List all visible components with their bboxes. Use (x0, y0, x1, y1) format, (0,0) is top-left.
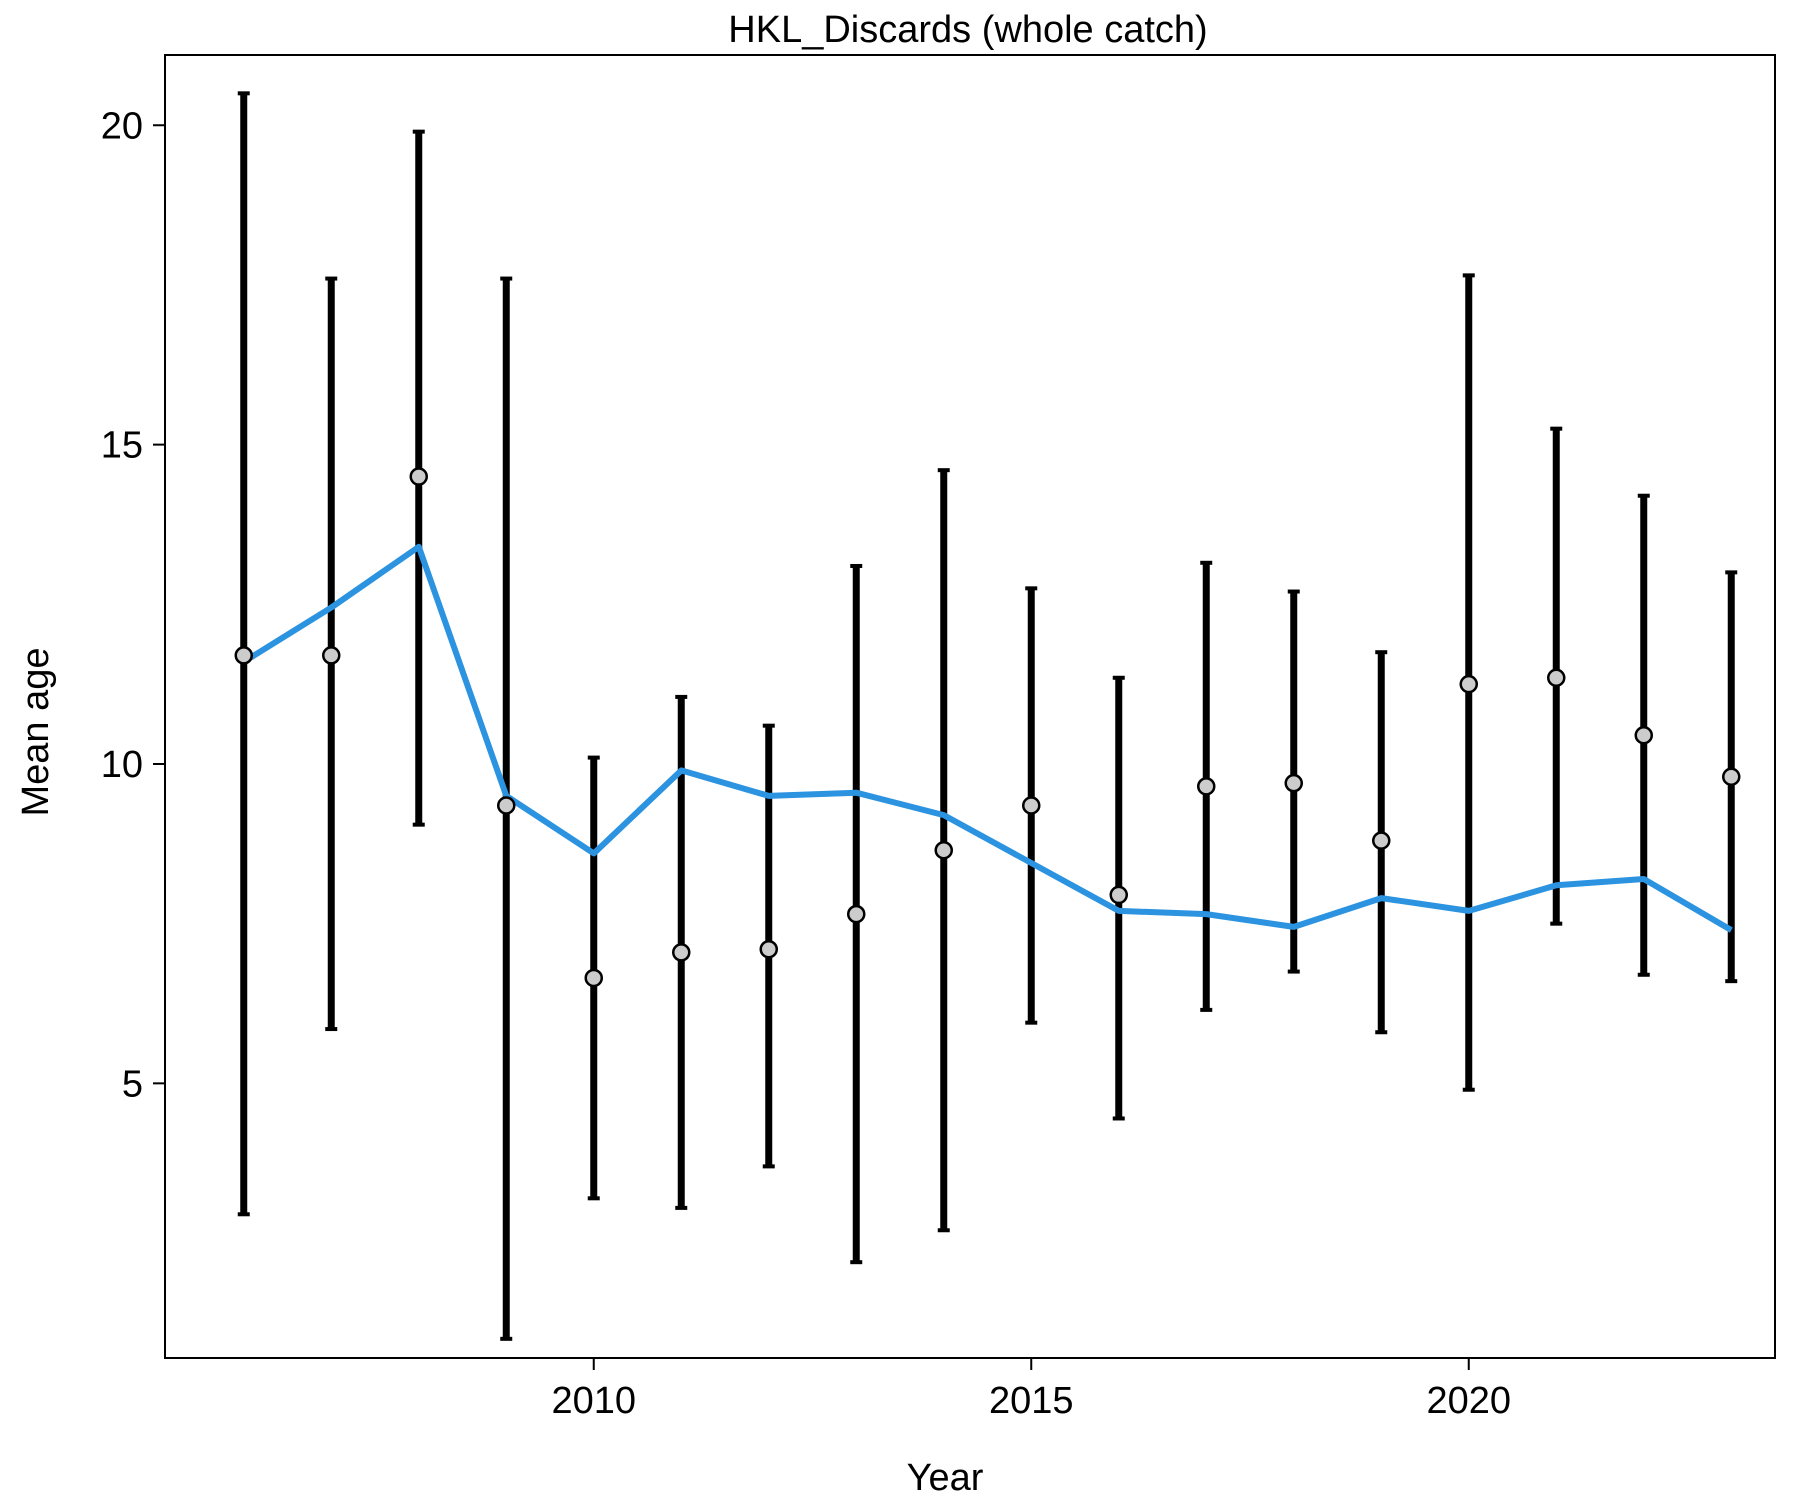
error-bars (237, 91, 1738, 1341)
observed-point (672, 943, 691, 962)
observed-point (234, 646, 253, 665)
x-axis: 2010 2015 2020 (551, 1358, 1511, 1422)
observed-point (1372, 831, 1391, 850)
x-axis-label: Year (907, 1457, 984, 1499)
observed-point (934, 840, 953, 860)
y-tick-label: 20 (101, 105, 143, 147)
x-tick-label: 2015 (989, 1380, 1074, 1422)
x-tick-label: 2020 (1426, 1380, 1511, 1422)
x-tick-label: 2010 (551, 1380, 636, 1422)
expected-line (242, 543, 1733, 933)
observed-point (322, 646, 341, 665)
observed-point (847, 904, 866, 924)
observed-point (584, 968, 603, 988)
observed-point (1284, 773, 1303, 793)
y-tick-label: 15 (101, 425, 143, 467)
expected-line-group (242, 543, 1733, 933)
y-tick-label: 5 (122, 1063, 143, 1105)
observed-point (1197, 777, 1216, 796)
observed-point (1459, 674, 1478, 694)
observed-point (759, 939, 778, 959)
y-tick-label: 10 (101, 744, 143, 786)
observed-point (409, 467, 428, 486)
observed-point (1634, 725, 1653, 745)
observed-point (1022, 796, 1041, 815)
chart-title: HKL_Discards (whole catch) (728, 9, 1207, 51)
observed-point (1547, 668, 1566, 688)
observed-points (234, 467, 1741, 988)
plot-frame (164, 54, 1776, 1359)
observed-point (497, 796, 516, 815)
observed-point (1722, 767, 1741, 787)
observed-point (1109, 885, 1128, 905)
y-axis-label: Mean age (15, 647, 57, 816)
y-axis: 5 10 15 20 (101, 105, 165, 1105)
